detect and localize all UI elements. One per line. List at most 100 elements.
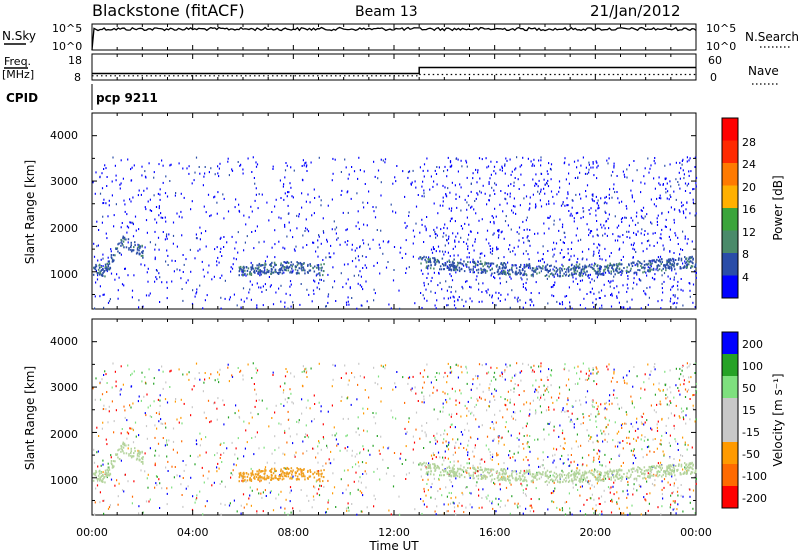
velocity-point xyxy=(216,418,218,421)
velocity-point xyxy=(613,389,615,392)
power-point xyxy=(148,162,150,165)
velocity-point xyxy=(512,417,514,420)
power-point xyxy=(482,265,484,268)
power-point xyxy=(122,177,124,180)
power-point xyxy=(316,273,318,276)
power-point xyxy=(357,282,359,285)
velocity-point xyxy=(248,422,250,425)
velocity-point xyxy=(283,477,285,480)
power-point xyxy=(325,305,327,308)
velocity-point xyxy=(673,427,675,430)
velocity-point xyxy=(553,501,555,504)
velocity-point xyxy=(345,507,348,510)
velocity-point xyxy=(494,399,496,401)
power-point xyxy=(425,227,427,230)
velocity-point xyxy=(636,417,638,420)
power-point xyxy=(231,235,233,238)
velocity-point xyxy=(489,454,492,457)
power-point xyxy=(679,266,682,268)
power-point xyxy=(497,247,499,250)
velocity-point xyxy=(471,506,473,509)
power-point xyxy=(153,171,155,174)
power-point xyxy=(671,257,674,260)
power-point xyxy=(474,240,476,243)
velocity-point xyxy=(525,401,528,404)
power-point xyxy=(220,296,222,299)
velocity-point xyxy=(682,364,684,367)
power-point xyxy=(323,263,325,266)
power-point xyxy=(686,184,688,187)
velocity-point xyxy=(632,462,634,465)
velocity-point xyxy=(689,495,691,498)
power-point xyxy=(588,265,590,268)
velocity-point xyxy=(107,466,109,469)
velocity-point xyxy=(641,422,643,425)
power-point xyxy=(439,281,441,284)
power-point xyxy=(665,218,667,221)
velocity-point xyxy=(202,513,204,516)
power-point xyxy=(394,176,396,179)
power-point xyxy=(598,297,600,299)
velocity-point xyxy=(523,435,525,437)
power-point xyxy=(483,268,485,271)
power-point xyxy=(692,257,694,260)
velocity-point xyxy=(262,510,264,513)
velocity-point xyxy=(153,400,155,403)
power-point xyxy=(359,270,361,273)
velocity-point xyxy=(661,434,663,437)
velocity-point xyxy=(582,413,584,416)
power-point xyxy=(284,301,286,304)
velocity-point xyxy=(449,426,451,429)
velocity-point xyxy=(219,457,221,459)
velocity-point xyxy=(695,382,698,385)
power-point xyxy=(351,297,353,299)
power-point xyxy=(334,158,336,161)
power-point xyxy=(260,286,262,289)
power-point xyxy=(106,185,108,187)
power-point xyxy=(610,280,612,283)
power-point xyxy=(240,298,242,301)
velocity-point xyxy=(247,363,249,366)
velocity-point xyxy=(669,456,671,459)
power-point xyxy=(628,263,630,266)
power-point xyxy=(603,269,605,272)
velocity-point xyxy=(556,479,559,482)
power-point xyxy=(419,166,421,169)
velocity-point xyxy=(589,487,591,490)
power-point xyxy=(570,255,572,258)
velocity-point xyxy=(162,387,164,390)
power-point xyxy=(642,206,645,209)
power-point xyxy=(592,199,594,202)
power-point xyxy=(611,264,613,267)
power-point xyxy=(141,165,143,168)
velocity-point xyxy=(514,411,516,414)
velocity-point xyxy=(472,471,475,474)
velocity-point xyxy=(613,370,615,373)
power-point xyxy=(345,229,347,232)
power-point xyxy=(613,275,615,278)
power-point xyxy=(684,182,687,185)
power-point xyxy=(545,203,548,206)
power-point xyxy=(327,295,329,298)
power-point xyxy=(305,161,307,164)
power-point xyxy=(489,294,491,297)
power-point xyxy=(599,307,601,310)
power-point xyxy=(233,293,235,296)
velocity-point xyxy=(535,411,537,414)
power-point xyxy=(525,288,527,291)
power-point xyxy=(92,273,95,276)
velocity-point xyxy=(203,411,205,414)
velocity-point xyxy=(292,402,294,405)
power-point xyxy=(292,196,294,199)
power-point xyxy=(555,266,558,269)
power-point xyxy=(367,243,369,246)
power-point xyxy=(666,262,668,265)
power-point xyxy=(511,266,513,269)
power-point xyxy=(434,304,436,307)
velocity-point xyxy=(167,460,169,463)
velocity-point xyxy=(594,476,596,479)
velocity-point xyxy=(506,365,508,368)
power-point xyxy=(159,198,161,201)
power-point xyxy=(559,303,561,305)
power-point xyxy=(123,238,125,241)
